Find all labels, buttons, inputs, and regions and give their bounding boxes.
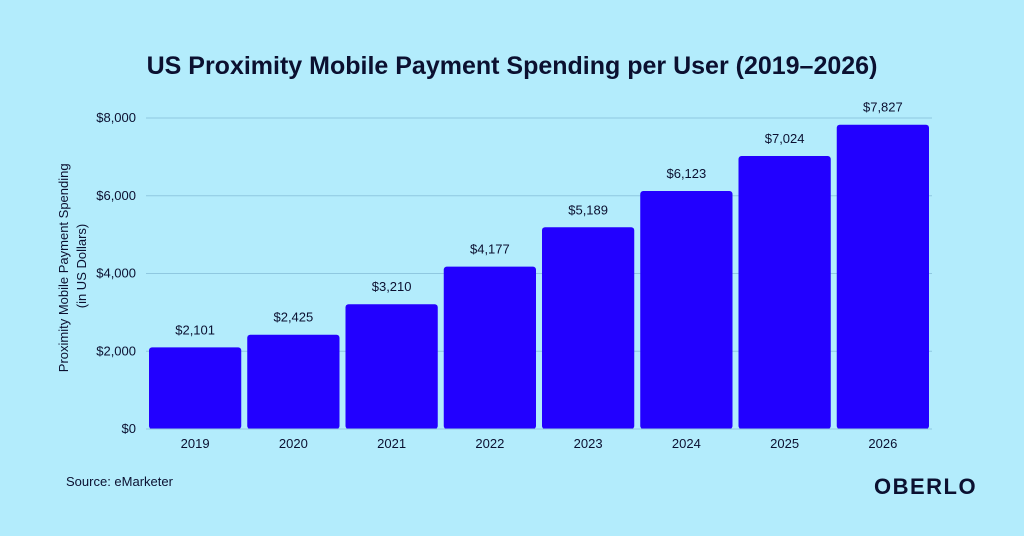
y-tick-label: $4,000 (96, 266, 136, 281)
x-tick-label: 2020 (279, 436, 308, 451)
y-axis-label-line-2: (in US Dollars) (74, 224, 89, 309)
value-label-2024: $6,123 (666, 166, 706, 181)
y-axis-label: Proximity Mobile Payment Spending (in US… (56, 160, 89, 372)
y-tick-label: $6,000 (96, 188, 136, 203)
brand-logo: OBERLO (874, 474, 978, 499)
value-label-2021: $3,210 (372, 279, 412, 294)
x-tick-label: 2026 (868, 436, 897, 451)
value-label-2022: $4,177 (470, 242, 510, 257)
chart-title: US Proximity Mobile Payment Spending per… (146, 52, 878, 80)
x-tick-label: 2021 (377, 436, 406, 451)
y-axis-ticks: $0 $2,000 $4,000 $6,000 $8,000 (96, 110, 136, 436)
value-label-2019: $2,101 (175, 322, 215, 337)
bars (149, 124, 929, 429)
x-axis-ticks: 2019 2020 2021 2022 2023 2024 2025 2026 (181, 436, 898, 451)
x-tick-label: 2025 (770, 436, 799, 451)
bar-2023 (542, 227, 635, 429)
value-label-2026: $7,827 (863, 100, 903, 115)
y-axis-label-line-1: Proximity Mobile Payment Spending (56, 163, 71, 372)
y-tick-label: $0 (122, 421, 136, 436)
x-tick-label: 2024 (672, 436, 701, 451)
bar-2026 (836, 124, 929, 429)
value-label-2025: $7,024 (765, 131, 805, 146)
value-label-2023: $5,189 (568, 202, 608, 217)
source-note: Source: eMarketer (66, 474, 173, 489)
bar-2024 (640, 190, 733, 429)
x-tick-label: 2019 (181, 436, 210, 451)
value-labels: $2,101 $2,425 $3,210 $4,177 $5,189 $6,123 $7,0… (175, 100, 903, 338)
bar-2019 (149, 347, 242, 429)
y-tick-label: $2,000 (96, 343, 136, 358)
x-tick-label: 2022 (475, 436, 504, 451)
bar-2021 (345, 304, 438, 429)
bar-2025 (738, 155, 831, 429)
bar-2020 (247, 334, 340, 429)
value-label-2020: $2,425 (273, 310, 313, 325)
y-tick-label: $8,000 (96, 110, 136, 125)
bar-2022 (443, 266, 536, 429)
x-tick-label: 2023 (574, 436, 603, 451)
